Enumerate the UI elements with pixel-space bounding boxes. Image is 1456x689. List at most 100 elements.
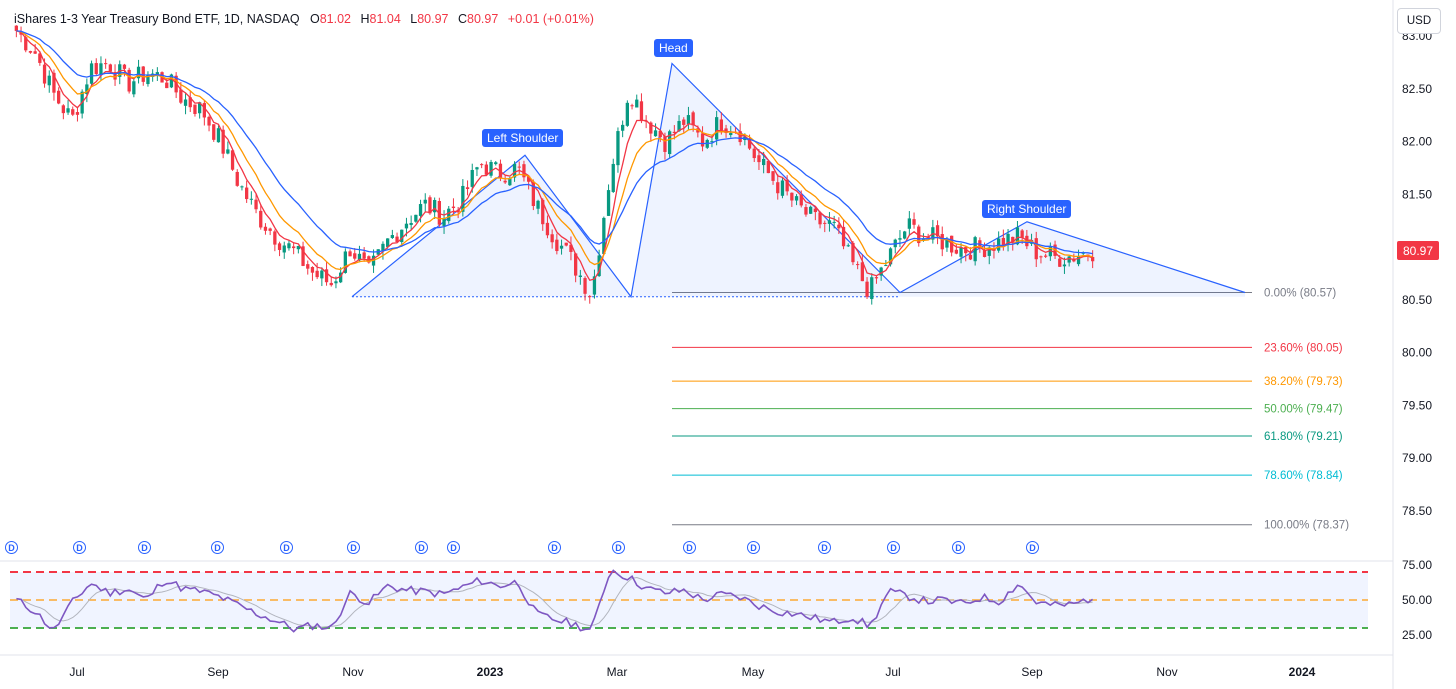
candle-body <box>719 119 723 131</box>
candle-body <box>729 132 733 136</box>
candle-body <box>710 141 714 143</box>
y-tick-label: 79.00 <box>1402 451 1432 465</box>
dividend-marker-icon[interactable]: D <box>280 541 293 554</box>
candle-body <box>287 243 291 249</box>
pattern-label-head[interactable]: Head <box>654 39 693 57</box>
x-tick-label: Mar <box>607 665 628 679</box>
fib-level-label: 78.60% (78.84) <box>1264 470 1343 482</box>
candle-body <box>1062 264 1067 267</box>
candle-body <box>785 179 789 192</box>
candle-body <box>592 276 597 295</box>
candle-body <box>390 235 394 238</box>
pattern-outline <box>351 62 1246 299</box>
candle-body <box>442 217 446 226</box>
candle-body <box>536 200 540 209</box>
currency-button[interactable]: USD <box>1397 8 1441 34</box>
fib-level-label: 61.80% (79.21) <box>1264 431 1343 443</box>
candle-body <box>682 119 686 125</box>
candle-body <box>757 155 761 163</box>
dividend-marker-icon[interactable]: D <box>818 541 831 554</box>
dividend-marker-icon[interactable]: D <box>747 541 760 554</box>
candle-body <box>691 112 695 126</box>
x-tick-label: Jul <box>885 665 900 679</box>
candle-body <box>649 122 653 134</box>
candle-body <box>1039 256 1043 258</box>
candle-body <box>38 53 42 63</box>
candle-body <box>799 195 803 206</box>
candle-body <box>136 66 141 79</box>
candle-body <box>964 247 968 254</box>
candle-body <box>1048 247 1052 257</box>
dividend-marker-icon[interactable]: D <box>73 541 86 554</box>
candle-body <box>418 204 423 216</box>
candle-body <box>480 164 484 166</box>
candle-body <box>663 136 667 152</box>
candle-body <box>395 236 399 243</box>
candle-body <box>423 199 427 204</box>
candle-body <box>202 103 206 118</box>
dividend-marker-icon[interactable]: D <box>211 541 224 554</box>
dividend-marker-icon[interactable]: D <box>548 541 561 554</box>
candle-body <box>621 124 625 131</box>
candle-body <box>973 237 977 262</box>
candle-body <box>559 245 564 249</box>
candle-body <box>1006 233 1010 245</box>
candle-body <box>277 243 282 250</box>
x-tick-label: May <box>742 665 765 679</box>
candle-body <box>24 37 28 51</box>
dividend-marker-icon[interactable]: D <box>415 541 428 554</box>
dividend-marker-icon[interactable]: D <box>952 541 965 554</box>
candle-body <box>1044 255 1048 257</box>
candle-body <box>653 130 658 137</box>
rsi-tick-label: 75.00 <box>1402 558 1432 572</box>
low-value: 80.97 <box>417 12 449 26</box>
candle-body <box>198 102 202 114</box>
y-tick-label: 82.00 <box>1402 135 1432 149</box>
dividend-marker-icon[interactable]: D <box>5 541 18 554</box>
candle-body <box>668 131 672 155</box>
pattern-label-right-shoulder[interactable]: Right Shoulder <box>982 200 1072 218</box>
x-tick-label: Nov <box>342 665 363 679</box>
dividend-marker-icon[interactable]: D <box>347 541 360 554</box>
candle-body <box>221 129 225 154</box>
dividend-marker-icon[interactable]: D <box>683 541 696 554</box>
candle-body <box>1076 256 1081 265</box>
candle-body <box>846 245 850 247</box>
pattern-label-left-shoulder[interactable]: Left Shoulder <box>482 129 564 147</box>
candle-body <box>447 208 451 222</box>
x-tick-label: 2024 <box>1289 665 1316 679</box>
candle-body <box>715 117 719 140</box>
candle-body <box>1034 238 1038 260</box>
dividend-marker-icon[interactable]: D <box>138 541 151 554</box>
ema-mid-line <box>16 30 1093 271</box>
candle-body <box>245 187 249 200</box>
candle-body <box>522 164 526 178</box>
candle-body <box>635 99 639 108</box>
dividend-marker-icon[interactable]: D <box>612 541 625 554</box>
candle-body <box>348 251 352 257</box>
candle-body <box>940 234 944 250</box>
candle-body <box>531 181 535 207</box>
candle-body <box>1091 256 1095 262</box>
y-tick-label: 80.00 <box>1402 346 1432 360</box>
candle-body <box>235 171 239 186</box>
candle-body <box>827 220 832 224</box>
candle-body <box>1067 256 1071 263</box>
candle-body <box>94 63 98 74</box>
dividend-marker-icon[interactable]: D <box>1026 541 1039 554</box>
dividend-marker-icon[interactable]: D <box>447 541 460 554</box>
candle-body <box>461 185 465 212</box>
x-tick-label: Jul <box>69 665 84 679</box>
candle-body <box>362 252 366 259</box>
candle-body <box>658 130 662 138</box>
dividend-marker-icon[interactable]: D <box>887 541 900 554</box>
candle-body <box>216 128 221 143</box>
candle-body <box>597 255 601 277</box>
candle-body <box>315 270 319 278</box>
candle-body <box>616 131 620 166</box>
candle-body <box>696 128 700 133</box>
candle-body <box>357 253 362 261</box>
candle-body <box>747 138 752 149</box>
